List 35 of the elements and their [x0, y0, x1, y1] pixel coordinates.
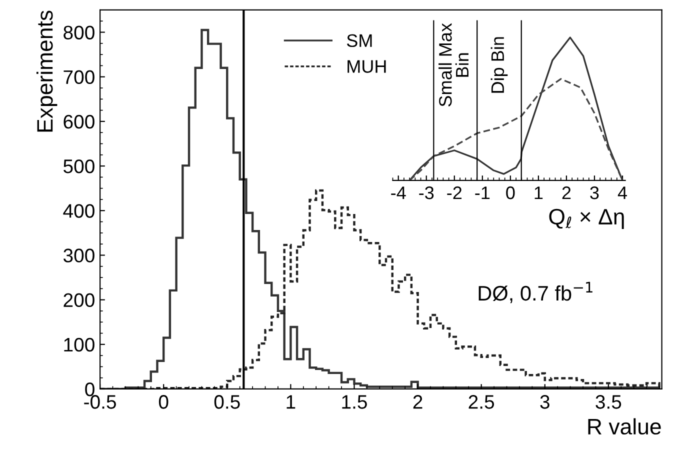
x-tick-label: -1 [475, 186, 490, 200]
x-tick-label: 3.5 [596, 395, 622, 409]
y-tick-label: 800 [64, 26, 94, 40]
x-tick-label: 1.5 [342, 395, 367, 409]
annotation: DØ, 0.7 fb$^{−1}$ [478, 282, 592, 304]
legend-label: MUH [348, 60, 386, 73]
x-tick-label: 0.5 [214, 395, 240, 409]
x-tick-label: 3 [590, 186, 599, 200]
y-tick-label: 600 [64, 114, 94, 129]
x-axis-title: Q$_{ℓ}$ × Δη [549, 208, 624, 229]
y-tick-label: 0 [85, 382, 94, 396]
y-axis-title: Experiments [36, 10, 58, 132]
x-tick-label: 0 [506, 186, 515, 200]
legend-label: SM [346, 34, 372, 48]
y-tick-label: 400 [63, 204, 94, 218]
x-tick-label: 2 [413, 395, 422, 409]
x-tick-label: 1 [286, 395, 296, 409]
x-tick-label: -4 [391, 186, 406, 200]
x-tick-label: -0.5 [84, 395, 116, 409]
y-tick-label: 300 [63, 248, 94, 262]
x-tick-label: 2.5 [468, 395, 494, 409]
y-tick-label: 200 [64, 293, 94, 308]
x-tick-label: 0 [158, 395, 168, 409]
annotation: Small Max Bin [438, 23, 468, 106]
x-tick-label: 4 [618, 186, 627, 200]
y-tick-label: 100 [64, 338, 94, 352]
x-tick-label: 2 [562, 186, 571, 200]
x-tick-label: 3 [540, 395, 550, 409]
x-tick-label: -3 [419, 186, 434, 200]
y-tick-label: 500 [64, 159, 94, 174]
annotation: Dip Bin [490, 37, 508, 93]
x-tick-label: -2 [447, 186, 462, 200]
x-tick-label: 1 [534, 186, 543, 200]
x-axis-title: R value [588, 418, 661, 435]
y-tick-label: 700 [64, 70, 94, 84]
